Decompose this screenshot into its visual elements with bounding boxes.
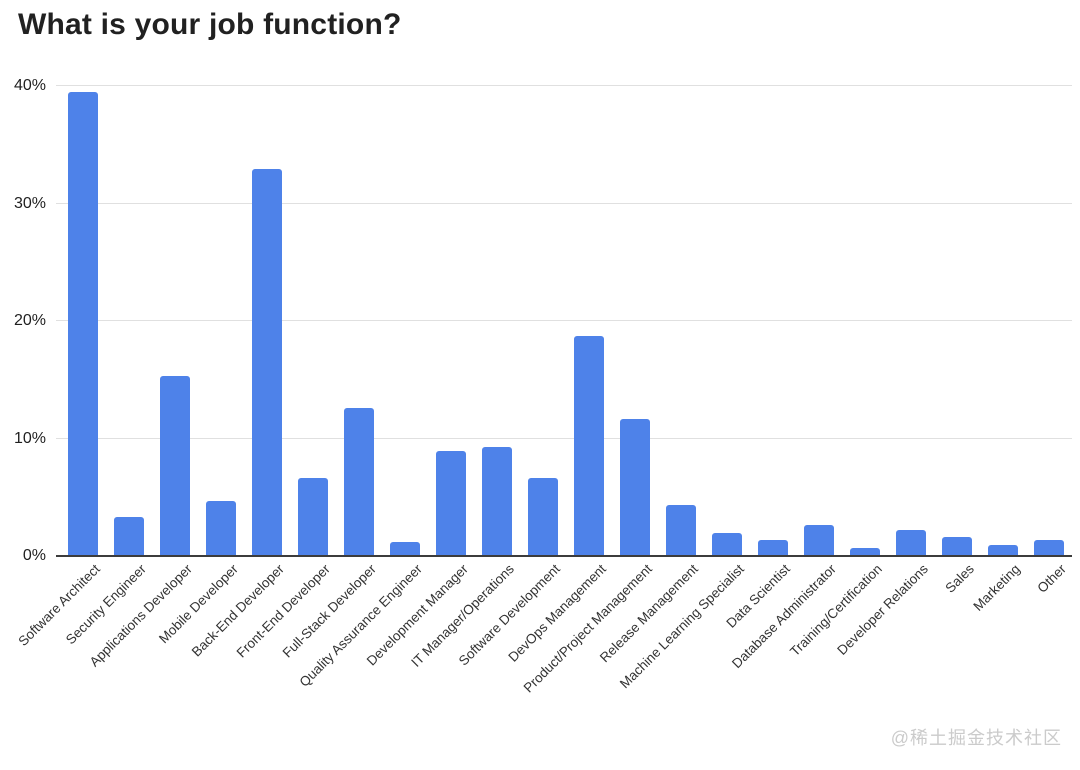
bar-development-manager: [436, 451, 466, 556]
gridline-40: [56, 85, 1072, 86]
bar-slot: [152, 86, 198, 556]
x-axis-label: DevOps Management: [505, 561, 609, 665]
x-axis-label: Front-End Developer: [233, 561, 333, 661]
bar-it-manager-operations: [482, 446, 512, 556]
bar-database-administrator: [804, 525, 834, 556]
x-axis-line: [56, 555, 1072, 557]
gridline-30: [56, 202, 1072, 204]
bar-devops-management: [574, 336, 604, 556]
bar-training-certification: [850, 547, 880, 556]
y-tick-label-10: 10%: [13, 429, 46, 447]
x-axis-label: Applications Developer: [86, 561, 195, 670]
x-axis-label: Development Manager: [363, 561, 471, 669]
bar-applications-developer: [160, 376, 190, 556]
x-axis-label: Full-Stack Developer: [279, 561, 379, 661]
bar-slot: [106, 86, 152, 556]
y-tick-label-0: 0%: [22, 547, 46, 564]
bar-other: [1034, 539, 1064, 556]
x-axis-label: Machine Learning Specialist: [616, 561, 747, 692]
x-axis-label: IT Manager/Operations: [408, 561, 517, 670]
bar-full-stack-developer: [344, 407, 374, 556]
bar-slot: [934, 86, 980, 556]
bar-front-end-developer: [298, 478, 328, 556]
bar-slot: [612, 86, 658, 556]
x-axis-labels-layer: Software Architect Security Engineer Appli…: [15, 556, 1072, 716]
y-tick-label-30: 30%: [13, 194, 46, 212]
bar-slot: [980, 86, 1026, 556]
bar-slot: [750, 86, 796, 556]
bar-slot: [382, 86, 428, 556]
x-axis-label: Developer Relations: [834, 561, 931, 658]
gridline-10: [56, 437, 1072, 439]
bar-release-management: [666, 505, 696, 556]
bar-product-project-management: [620, 418, 650, 556]
bar-slot: [474, 86, 520, 556]
x-axis-label: Release Management: [596, 561, 701, 666]
bar-slot: [244, 86, 290, 556]
x-axis-label: Quality Assurance Engineer: [296, 561, 425, 690]
x-axis-label: Marketing: [970, 561, 1023, 614]
bar-slot: [428, 86, 474, 556]
x-axis-label: Other: [1034, 561, 1069, 596]
gridline-20: [56, 320, 1072, 321]
x-axis-label: Database Administrator: [729, 561, 839, 672]
bar-security-engineer: [114, 517, 144, 556]
bar-machine-learning-specialist: [712, 532, 742, 556]
bar-slot: [842, 86, 888, 556]
bar-slot: [566, 86, 612, 556]
bar-slot: [336, 86, 382, 556]
bar-slot: [520, 86, 566, 556]
bar-back-end-developer: [252, 169, 282, 556]
bar-slot: [198, 86, 244, 556]
bar-slot: [60, 86, 106, 556]
x-axis-label: Data Scientist: [723, 561, 793, 631]
y-tick-label-40: 40%: [13, 77, 46, 94]
watermark: @稀土掘金技术社区: [890, 728, 1062, 748]
bar-slot: [658, 86, 704, 556]
bar-software-architect: [68, 91, 98, 556]
bar-slot: [1026, 86, 1072, 556]
x-axis-label: Product/Project Management: [520, 561, 655, 696]
y-tick-label-20: 20%: [13, 312, 46, 329]
bar-developer-relations: [896, 530, 926, 556]
bar-slot: [290, 86, 336, 556]
bar-software-development: [528, 478, 558, 556]
bar-slot: [704, 86, 750, 556]
bars-layer: [60, 86, 1072, 556]
bar-mobile-developer: [206, 500, 236, 556]
bar-quality-assurance-engineer: [390, 541, 420, 556]
x-axis-label: Back-End Developer: [188, 561, 287, 660]
x-axis-label: Software Development: [455, 561, 563, 669]
bar-slot: [888, 86, 934, 556]
x-axis-label: Mobile Developer: [156, 561, 241, 647]
bar-marketing: [988, 545, 1018, 556]
bar-data-scientist: [758, 539, 788, 556]
x-axis-label: Sales: [942, 561, 977, 596]
bar-sales: [942, 537, 972, 556]
chart-title: What is your job function?: [18, 8, 402, 41]
plot-area: 0% 10% 20% 30% 40% Software Architect Securit…: [14, 78, 1072, 696]
x-axis-label: Training/Certification: [787, 561, 885, 660]
bar-slot: [796, 86, 842, 556]
